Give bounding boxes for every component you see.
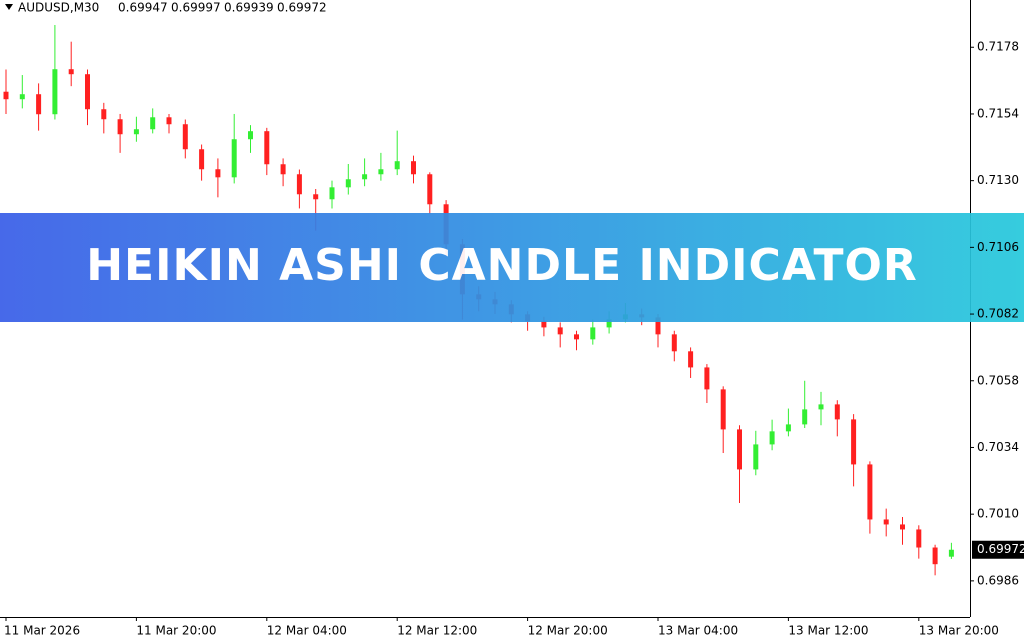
candle-body — [606, 319, 612, 328]
candle-body — [916, 529, 922, 548]
candle-body — [720, 389, 726, 430]
candle-body — [378, 169, 384, 175]
y-tick-label: 0.7058 — [977, 373, 1019, 387]
header-arrow — [5, 4, 13, 10]
header-low: 0.69939 — [224, 1, 274, 15]
candle-body — [296, 174, 302, 195]
candle-body — [818, 404, 824, 410]
candle-body — [36, 94, 42, 115]
header-open: 0.69947 — [118, 1, 168, 15]
candle-body — [329, 187, 335, 200]
candle-body — [753, 444, 759, 470]
candle-body — [802, 409, 808, 425]
candle-body — [411, 161, 416, 175]
candle-body — [704, 367, 710, 390]
candle-body — [199, 149, 205, 170]
header-close: 0.69972 — [277, 1, 327, 15]
y-tick-label: 0.7034 — [977, 440, 1019, 454]
candle-body — [85, 74, 90, 110]
x-tick-label: 11 Mar 20:00 — [136, 624, 216, 638]
y-tick-label: 0.7106 — [977, 240, 1019, 254]
candle-body — [52, 69, 58, 115]
candle-body — [834, 404, 840, 420]
banner-text: HEIKIN ASHI CANDLE INDICATOR — [86, 240, 918, 291]
y-tick-label: 0.7178 — [977, 40, 1019, 54]
candle-body — [166, 117, 172, 125]
x-tick-label: 13 Mar 04:00 — [658, 624, 738, 638]
candle-body — [280, 164, 286, 175]
price-box — [972, 540, 1024, 559]
candle-body — [557, 327, 563, 335]
candle-body — [68, 69, 74, 75]
candle-body — [150, 117, 156, 130]
x-tick-label: 13 Mar 12:00 — [788, 624, 868, 638]
candle-body — [264, 131, 270, 165]
candle-body — [215, 169, 221, 178]
candle-body — [541, 321, 547, 328]
x-tick-label: 13 Mar 20:00 — [919, 624, 999, 638]
x-tick-label: 12 Mar 20:00 — [528, 624, 608, 638]
candle-body — [117, 119, 123, 135]
candle-body — [19, 94, 25, 100]
y-tick-label: 0.7082 — [977, 307, 1019, 321]
candle-body — [655, 317, 661, 335]
y-tick-label: 0.7010 — [977, 507, 1019, 521]
y-tick-label: 0.7130 — [977, 173, 1019, 187]
candle-body — [590, 327, 596, 340]
candle-body — [362, 174, 368, 180]
y-tick-label: 0.7154 — [977, 106, 1019, 120]
candle-body — [671, 334, 677, 352]
header-high: 0.69997 — [171, 1, 221, 15]
candle-body — [948, 549, 954, 557]
candle-body — [574, 334, 579, 340]
candle-body — [900, 524, 905, 530]
candle-body — [394, 161, 400, 170]
banner: HEIKIN ASHI CANDLE INDICATOR — [0, 213, 1024, 322]
x-tick-label: 11 Mar 2026 — [4, 624, 80, 638]
x-tick-label: 12 Mar 04:00 — [267, 624, 347, 638]
candle-body — [248, 131, 253, 140]
symbol: AUDUSD,M30 — [18, 1, 99, 15]
banner-bar — [0, 213, 1024, 322]
candle-body — [101, 109, 107, 120]
candle-body — [182, 124, 188, 150]
candle-body — [345, 179, 351, 188]
x-tick-label: 12 Mar 12:00 — [397, 624, 477, 638]
candle-body — [737, 429, 742, 470]
candle-body — [785, 424, 791, 432]
candle-body — [867, 464, 873, 520]
candle-body — [851, 419, 857, 465]
candle-body — [313, 194, 319, 200]
candle-body — [133, 129, 139, 135]
candle-body — [427, 174, 433, 205]
candle-body — [769, 431, 775, 445]
candle-body — [231, 139, 237, 178]
price-label: 0.69972 — [977, 542, 1024, 556]
y-tick-label: 0.6986 — [977, 573, 1019, 587]
candle-body — [932, 547, 938, 565]
candle-body — [883, 519, 889, 525]
candle-body — [3, 91, 9, 100]
candle-body — [688, 351, 694, 368]
